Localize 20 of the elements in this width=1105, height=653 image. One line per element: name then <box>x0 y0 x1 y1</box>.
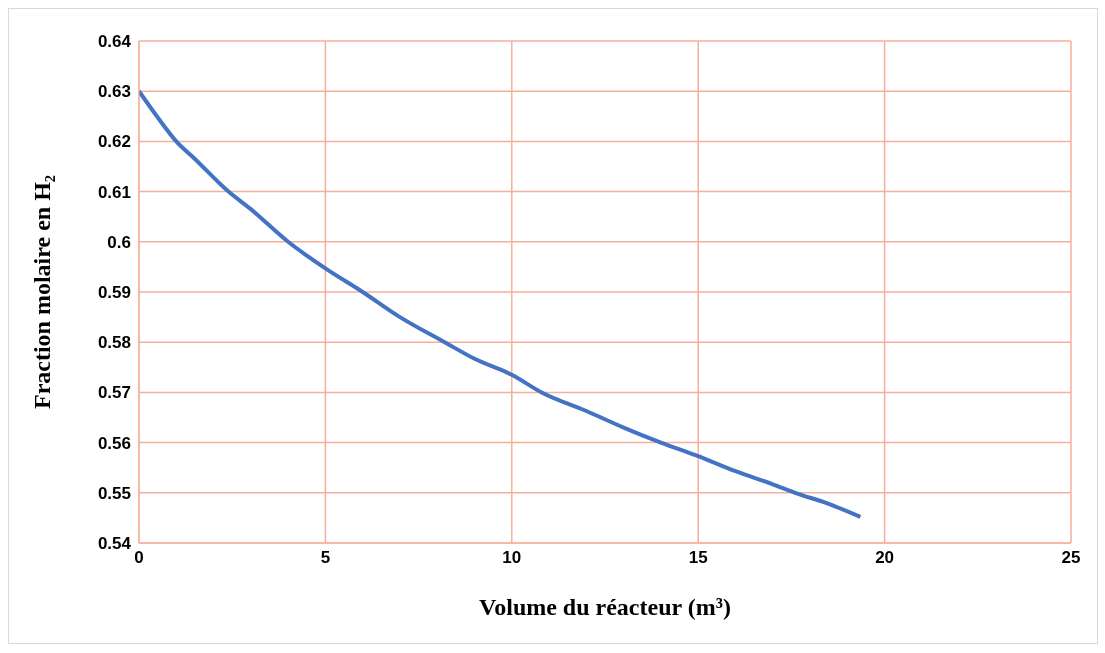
x-tick-label: 25 <box>1061 548 1081 568</box>
y-tick-label: 0.61 <box>97 182 131 202</box>
y-axis-title: Fraction molaire en H₂ <box>28 174 55 410</box>
y-tick-label: 0.54 <box>97 534 132 554</box>
y-tick-label: 0.63 <box>97 82 131 102</box>
x-tick-label: 15 <box>688 548 708 568</box>
x-tick-label: 10 <box>502 548 522 568</box>
x-tick-label: 20 <box>875 548 895 568</box>
x-axis-title: Volume du réacteur (m³) <box>479 594 731 620</box>
y-tick-label: 0.56 <box>97 433 131 453</box>
y-tick-label: 0.62 <box>97 132 131 152</box>
y-tick-label: 0.55 <box>97 483 131 503</box>
x-tick-label: 0 <box>134 548 144 568</box>
line-series <box>139 89 863 519</box>
y-tick-label: 0.57 <box>97 383 131 403</box>
y-tick-label: 0.58 <box>97 333 131 353</box>
y-tick-label: 0.6 <box>107 232 131 252</box>
x-tick-label: 5 <box>320 548 331 568</box>
y-tick-label: 0.59 <box>97 283 131 303</box>
y-tick-label: 0.64 <box>97 32 132 52</box>
